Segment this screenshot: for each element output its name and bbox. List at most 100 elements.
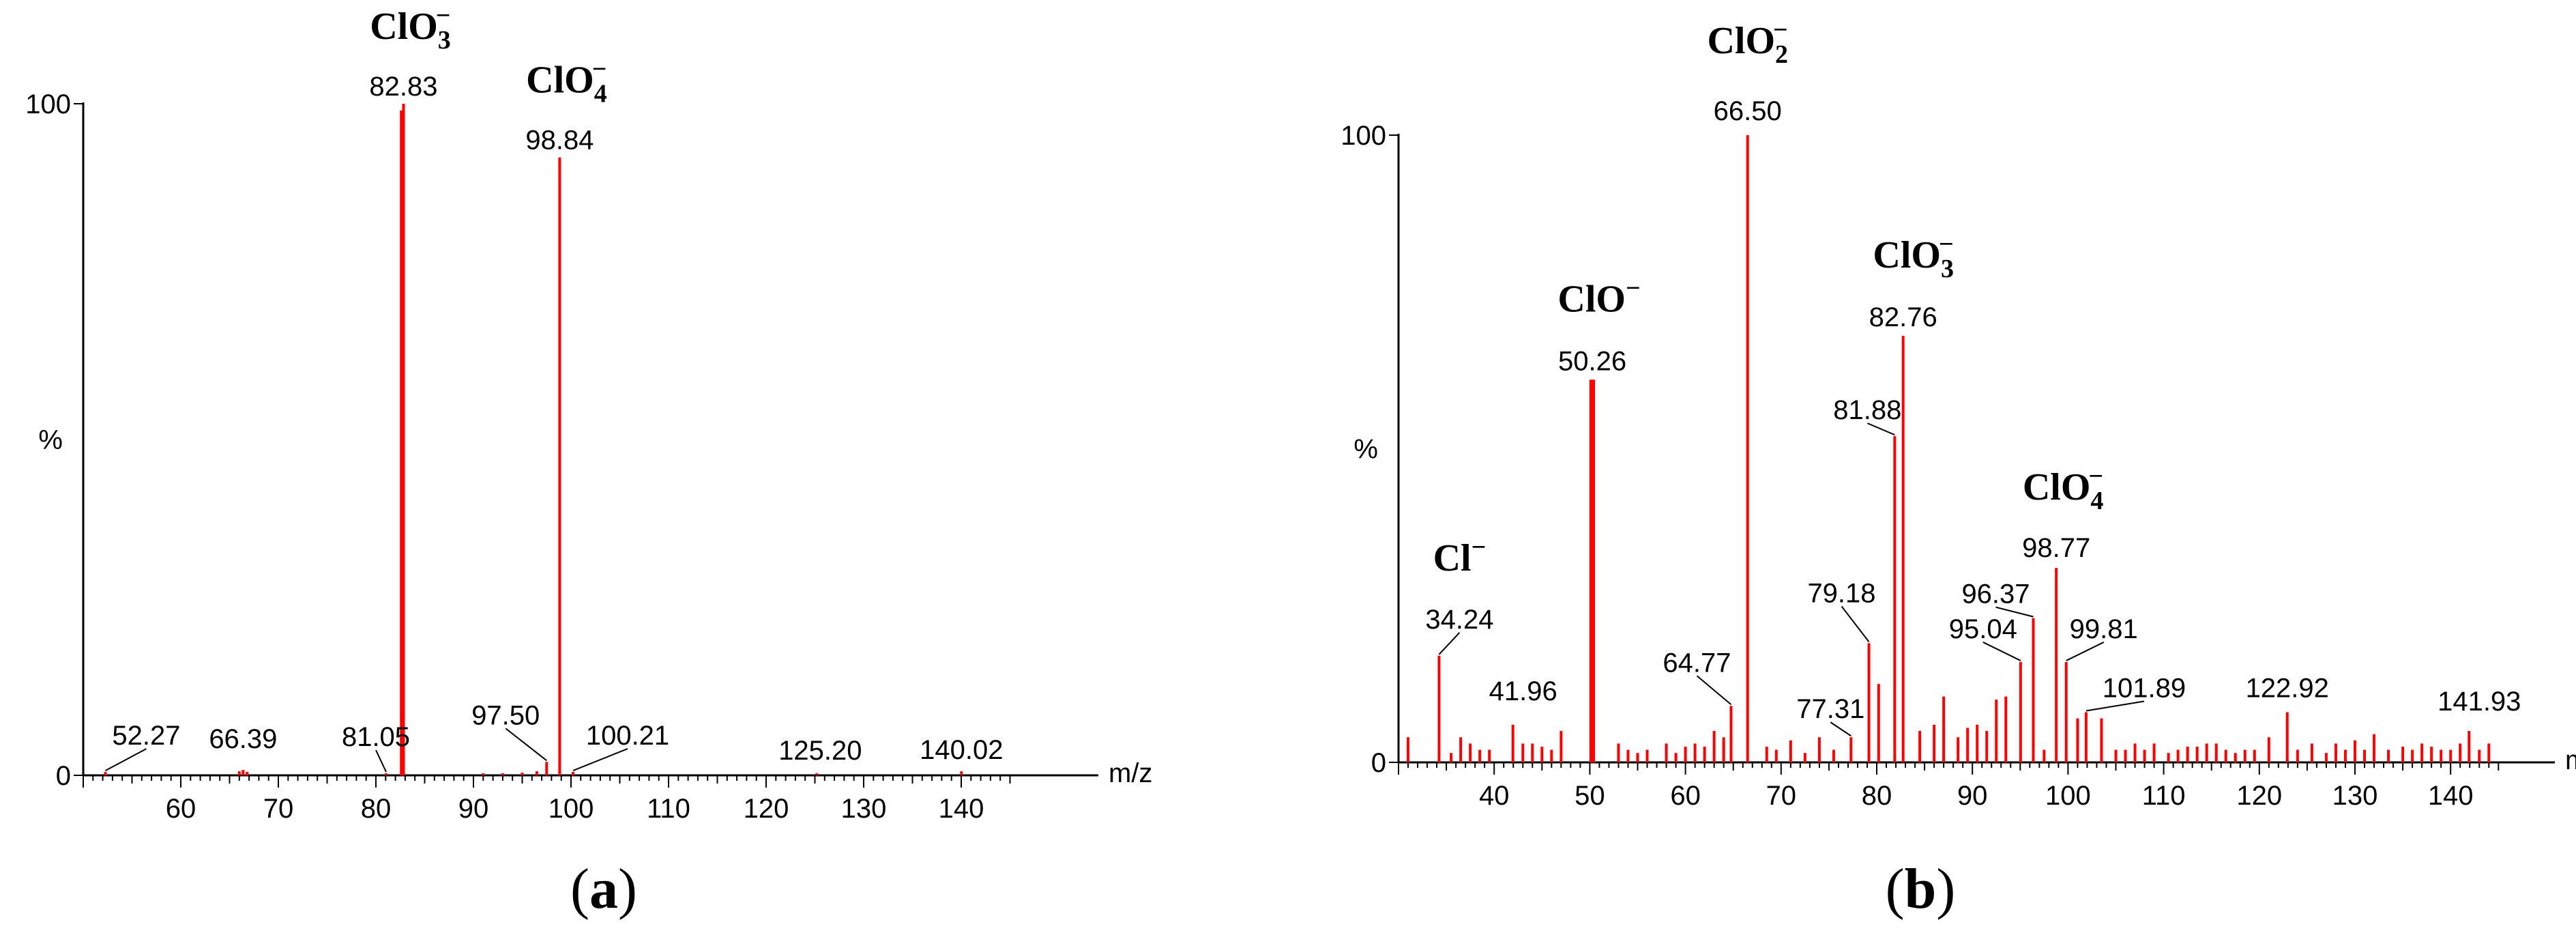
paren-open: (	[570, 857, 589, 921]
panel-a-x-tick-label: 130	[841, 794, 887, 824]
panel-b-ion-label: Cl−	[1433, 533, 1487, 579]
panel-a-peak-leader-line	[375, 749, 387, 773]
panel-b-x-tick-label: 60	[1670, 781, 1701, 811]
panel-b-x-tick-label: 90	[1957, 781, 1988, 811]
ion-formula: ClO	[1707, 20, 1775, 62]
panel-b-x-tick-label: 130	[2332, 781, 2378, 811]
panel-b-y-tick-label: 100	[1341, 121, 1386, 151]
panel-b-peak-leader-line	[2085, 700, 2145, 712]
panel-a-peak-label: 100.21	[586, 721, 669, 751]
panel-b-peak-label: 99.81	[2070, 614, 2138, 644]
panel-b-peak-leader-line	[1995, 606, 2034, 618]
ion-subscript: 4	[594, 80, 607, 109]
panel-b-peak-label: 79.18	[1807, 578, 1875, 608]
panel-a-x-tick-label: 60	[166, 794, 196, 824]
panel-b-x-tick-label: 40	[1479, 781, 1510, 811]
panel-b-x-tick-label: 100	[2045, 781, 2091, 811]
panel-a-peak-leader-line	[104, 748, 147, 771]
ion-subscript: 4	[2090, 487, 2103, 515]
ion-formula: ClO	[2023, 466, 2091, 508]
panel-a-y-tick-label: 100	[25, 89, 71, 119]
panel-a-x-tick-label: 70	[263, 794, 294, 824]
paren-open: (	[1886, 857, 1905, 921]
panel-b-x-tick-label: 140	[2428, 781, 2474, 811]
panel-b-x-tick-label: 80	[1862, 781, 1892, 811]
panel-b-panel-label: (b)	[1886, 857, 1956, 921]
panel-a-ion-label: ClO3−	[370, 1, 451, 55]
panel-a-peak-label: 97.50	[471, 700, 540, 730]
ion-charge: −	[592, 55, 607, 84]
panel-a-y-axis-label: %	[38, 425, 63, 455]
panel-a-peak-leader-line	[505, 728, 547, 762]
panel-b-peak-leader-line	[1841, 605, 1870, 642]
panel-b-x-tick-label: 110	[2142, 781, 2186, 811]
panel-letter: a	[589, 857, 618, 921]
panel-a-y-tick-label: 0	[56, 761, 71, 791]
ion-subscript: 2	[1775, 40, 1788, 69]
panel-a-x-tick-label: 90	[458, 794, 489, 824]
panel-b-peak-label: 95.04	[1949, 614, 2017, 644]
panel-a-peak-leader-line	[572, 748, 628, 772]
panel-a-x-tick-label: 80	[361, 794, 392, 824]
panel-a-panel-label: (a)	[570, 857, 637, 921]
panel-b-x-tick-label: 120	[2236, 781, 2282, 811]
ion-subscript: 3	[438, 26, 451, 55]
panel-b-peak-label: 122.92	[2246, 673, 2329, 703]
panel-b-peak-leader-line	[1830, 721, 1852, 737]
panel-b-peak-label: 34.24	[1425, 605, 1493, 635]
ion-formula: ClO	[1873, 234, 1941, 276]
ion-formula: ClO	[1557, 278, 1626, 320]
ion-charge: −	[1472, 533, 1487, 562]
panel-a-x-axis-label: m/z	[1109, 758, 1152, 788]
panel-b-ion-label: ClO−	[1557, 274, 1640, 320]
panel-b-ion-label: ClO4−	[2023, 462, 2104, 515]
panel-a-peak-label: 140.02	[920, 735, 1003, 765]
panel-b-peak-label: 81.88	[1833, 395, 1901, 425]
ion-charge: −	[436, 1, 451, 30]
panel-b-peak-leader-line	[2066, 642, 2105, 661]
panel-b-peak-label: 82.76	[1869, 302, 1937, 332]
panel-a-ion-label: ClO4−	[526, 55, 607, 109]
panel-b-x-tick-label: 70	[1766, 781, 1797, 811]
panel-b-peak-leader-line	[1982, 642, 2021, 661]
panel-b-peak-label: 64.77	[1663, 648, 1731, 678]
ion-charge: −	[1626, 274, 1641, 302]
panel-b-peak-label: 66.50	[1714, 96, 1782, 126]
ion-formula: Cl	[1433, 537, 1472, 579]
ion-charge: −	[1773, 16, 1788, 44]
panel-b-y-tick-label: 0	[1371, 748, 1386, 778]
panel-b-peak-leader-line	[1867, 422, 1895, 436]
ion-charge: −	[1939, 230, 1954, 259]
panel-a-peak-label: 81.05	[342, 722, 410, 752]
panel-b-peak-label: 77.31	[1796, 694, 1864, 724]
panel-b-y-axis-label: %	[1353, 435, 1378, 465]
panel-letter: b	[1905, 857, 1937, 921]
paren-close: )	[618, 857, 637, 921]
panel-b-peak-label: 101.89	[2103, 673, 2186, 703]
panel-b-x-tick-label: 50	[1575, 781, 1605, 811]
panel-a-x-tick-label: 100	[548, 794, 594, 824]
panel-a-x-tick-label: 110	[647, 794, 690, 824]
panel-a-x-tick-label: 140	[939, 794, 984, 824]
panel-a-peak-label: 52.27	[112, 721, 180, 751]
panel-b-peak-label: 98.77	[2022, 533, 2090, 563]
ion-charge: −	[2088, 462, 2103, 491]
panel-b-peak-label: 50.26	[1558, 346, 1626, 376]
panel-b-ion-label: ClO3−	[1873, 230, 1954, 283]
panel-a-peak-label: 82.83	[369, 72, 437, 102]
panel-a-peak-label: 98.84	[525, 126, 594, 156]
panel-b-ion-label: ClO2−	[1707, 16, 1788, 69]
panel-a-x-tick-label: 120	[744, 794, 789, 824]
panel-b-x-axis-label: m/z	[2565, 745, 2576, 775]
ion-subscript: 3	[1941, 255, 1954, 283]
panel-b-peak-label: 96.37	[1961, 579, 2030, 609]
ion-formula: ClO	[370, 5, 438, 48]
panel-a-peak-label: 66.39	[209, 724, 277, 754]
panel-a-peak-label: 125.20	[778, 736, 862, 766]
ion-formula: ClO	[526, 59, 594, 102]
panel-b-peak-leader-line	[1438, 632, 1461, 655]
panel-b-peak-leader-line	[1696, 675, 1732, 706]
panel-b-peak-label: 41.96	[1489, 676, 1557, 706]
paren-close: )	[1936, 857, 1955, 921]
